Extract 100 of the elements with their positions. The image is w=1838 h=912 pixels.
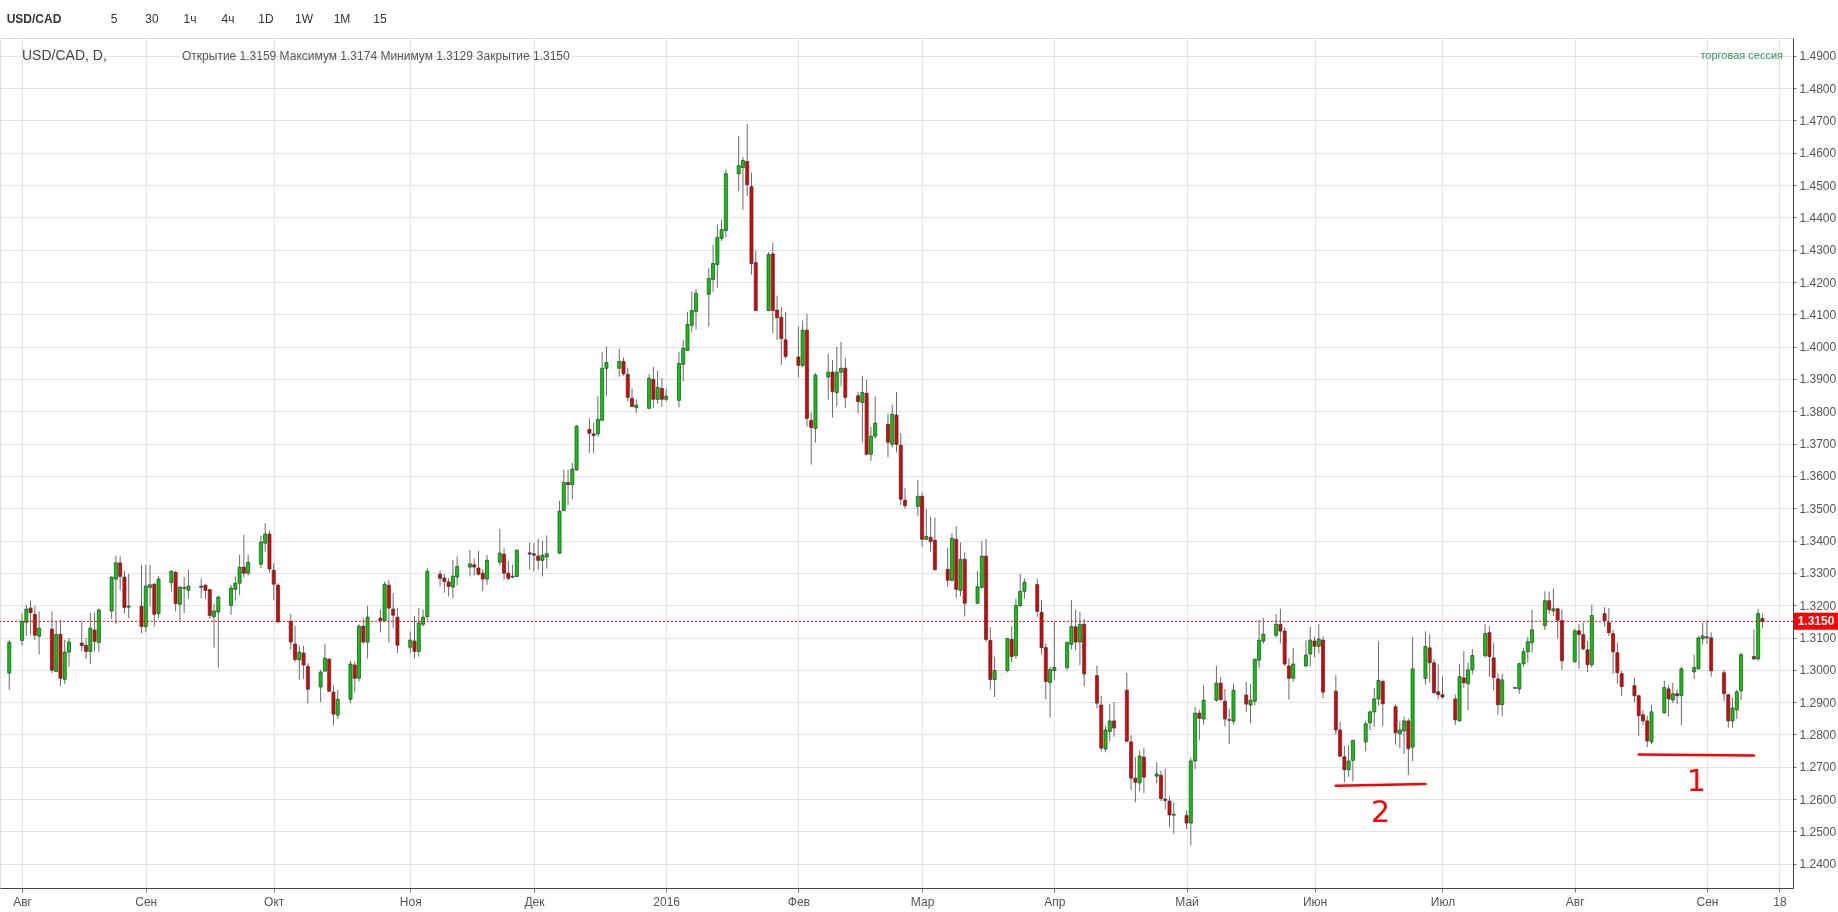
y-tick-label: 1.3600	[1799, 469, 1837, 484]
x-tick-label: Сен	[135, 894, 158, 909]
candlestick	[335, 689, 340, 720]
candlestick	[412, 615, 417, 660]
text: Открытие 1.3159 Максимум 1.3174 Минимум 1.3129 Закрытие 1.3150	[182, 49, 570, 63]
candlestick	[1551, 587, 1556, 617]
candlestick	[1670, 682, 1675, 704]
series-label: 1	[1686, 763, 1706, 799]
candlestick	[37, 610, 42, 656]
x-tick-label: Авг	[13, 894, 33, 909]
series-label: 2	[1371, 793, 1391, 829]
y-tick-label: 1.2600	[1799, 792, 1837, 807]
y-tick-label: 1.4800	[1799, 81, 1837, 96]
candlestick	[1363, 720, 1368, 752]
candlestick	[527, 542, 532, 571]
x-tick-label: 2016	[653, 894, 681, 909]
text: 30	[145, 12, 159, 26]
x-tick-label: Июл	[1430, 894, 1456, 909]
y-tick-label: 1.2400	[1799, 857, 1837, 872]
text: 5	[110, 12, 118, 26]
y-tick-label: 1.4300	[1799, 243, 1837, 258]
candlestick	[126, 573, 131, 619]
candlestick	[1380, 679, 1385, 727]
text: USD/CAD	[6, 12, 62, 26]
candlestick	[485, 554, 489, 586]
x-tick-label: 18	[1773, 894, 1787, 909]
x-tick-label: Май	[1175, 894, 1199, 909]
candlestick	[92, 612, 97, 652]
candlestick	[216, 595, 221, 669]
y-tick-label: 1.3700	[1799, 437, 1837, 452]
candlestick	[1436, 663, 1441, 701]
candlestick	[886, 413, 890, 459]
candlestick	[442, 573, 447, 594]
y-tick-label: 1.4600	[1799, 146, 1837, 161]
candlestick	[544, 534, 549, 570]
candlestick	[1112, 701, 1116, 738]
candlestick	[617, 348, 622, 378]
candlestick	[1530, 609, 1534, 654]
text: 15	[373, 12, 387, 26]
x-tick-label: Сен	[1696, 894, 1719, 909]
candlestick	[468, 549, 472, 577]
candlestick	[651, 366, 656, 409]
candlestick	[1214, 665, 1219, 703]
candlestick	[1244, 681, 1249, 713]
y-tick-label: 1.2800	[1799, 727, 1837, 742]
y-tick-label: 1.4700	[1799, 113, 1837, 128]
y-tick-label: 1.2500	[1799, 824, 1837, 839]
y-tick-label: 1.4100	[1799, 307, 1837, 322]
candlestick	[259, 535, 263, 569]
x-tick-label: Авг	[1565, 894, 1586, 909]
x-tick-label: Дек	[524, 894, 546, 909]
ref-line-label: 1.3150	[1797, 614, 1835, 629]
candlestick	[826, 353, 831, 401]
candlestick	[1159, 770, 1163, 802]
candlestick	[450, 559, 455, 599]
candlestick	[587, 417, 592, 454]
candlestick	[1346, 744, 1351, 778]
candlestick	[834, 346, 839, 407]
x-tick-label: Апр	[1044, 894, 1066, 909]
text: 1ч	[183, 12, 197, 26]
x-tick-label: Фев	[787, 894, 810, 909]
y-tick-label: 1.3900	[1799, 372, 1837, 387]
y-tick-label: 1.3100	[1799, 631, 1837, 646]
candlestick	[1308, 626, 1313, 668]
y-tick-label: 1.3200	[1799, 598, 1837, 613]
text: 4ч	[221, 12, 235, 26]
candlestick	[139, 564, 144, 634]
candlestick	[1312, 636, 1317, 658]
candlestick	[1073, 609, 1078, 651]
text: 1D	[258, 12, 274, 26]
candlestick	[1304, 639, 1308, 668]
y-tick-label: 1.4900	[1799, 49, 1837, 64]
y-tick-label: 1.4500	[1799, 178, 1837, 193]
candlestick	[694, 288, 698, 331]
candlestick	[1483, 623, 1488, 659]
y-tick-label: 1.4400	[1799, 210, 1837, 225]
text: USD/CAD, D,	[22, 47, 107, 63]
candlestick	[88, 612, 93, 665]
x-tick-label: Мар	[910, 894, 935, 909]
candlestick	[1171, 801, 1176, 834]
candlestick	[28, 600, 33, 636]
y-tick-label: 1.3300	[1799, 566, 1837, 581]
y-tick-label: 1.2700	[1799, 760, 1837, 775]
text: 1M	[333, 12, 351, 26]
y-tick-label: 1.3400	[1799, 534, 1837, 549]
candlestick	[408, 630, 413, 654]
x-tick-label: Июн	[1302, 894, 1328, 909]
y-tick-label: 1.4000	[1799, 340, 1837, 355]
candlestick	[655, 370, 660, 405]
candlestick	[1577, 623, 1581, 670]
candlestick	[536, 538, 541, 571]
candlestick	[1666, 684, 1671, 718]
text: 1W	[295, 12, 314, 26]
x-tick-label: Ноя	[399, 894, 422, 909]
y-tick-label: 1.4200	[1799, 275, 1837, 290]
candlestick	[796, 325, 801, 378]
y-tick-label: 1.3500	[1799, 501, 1837, 516]
y-tick-label: 1.2900	[1799, 695, 1837, 710]
y-tick-label: 1.3000	[1799, 663, 1837, 678]
candlestick	[1274, 613, 1279, 639]
